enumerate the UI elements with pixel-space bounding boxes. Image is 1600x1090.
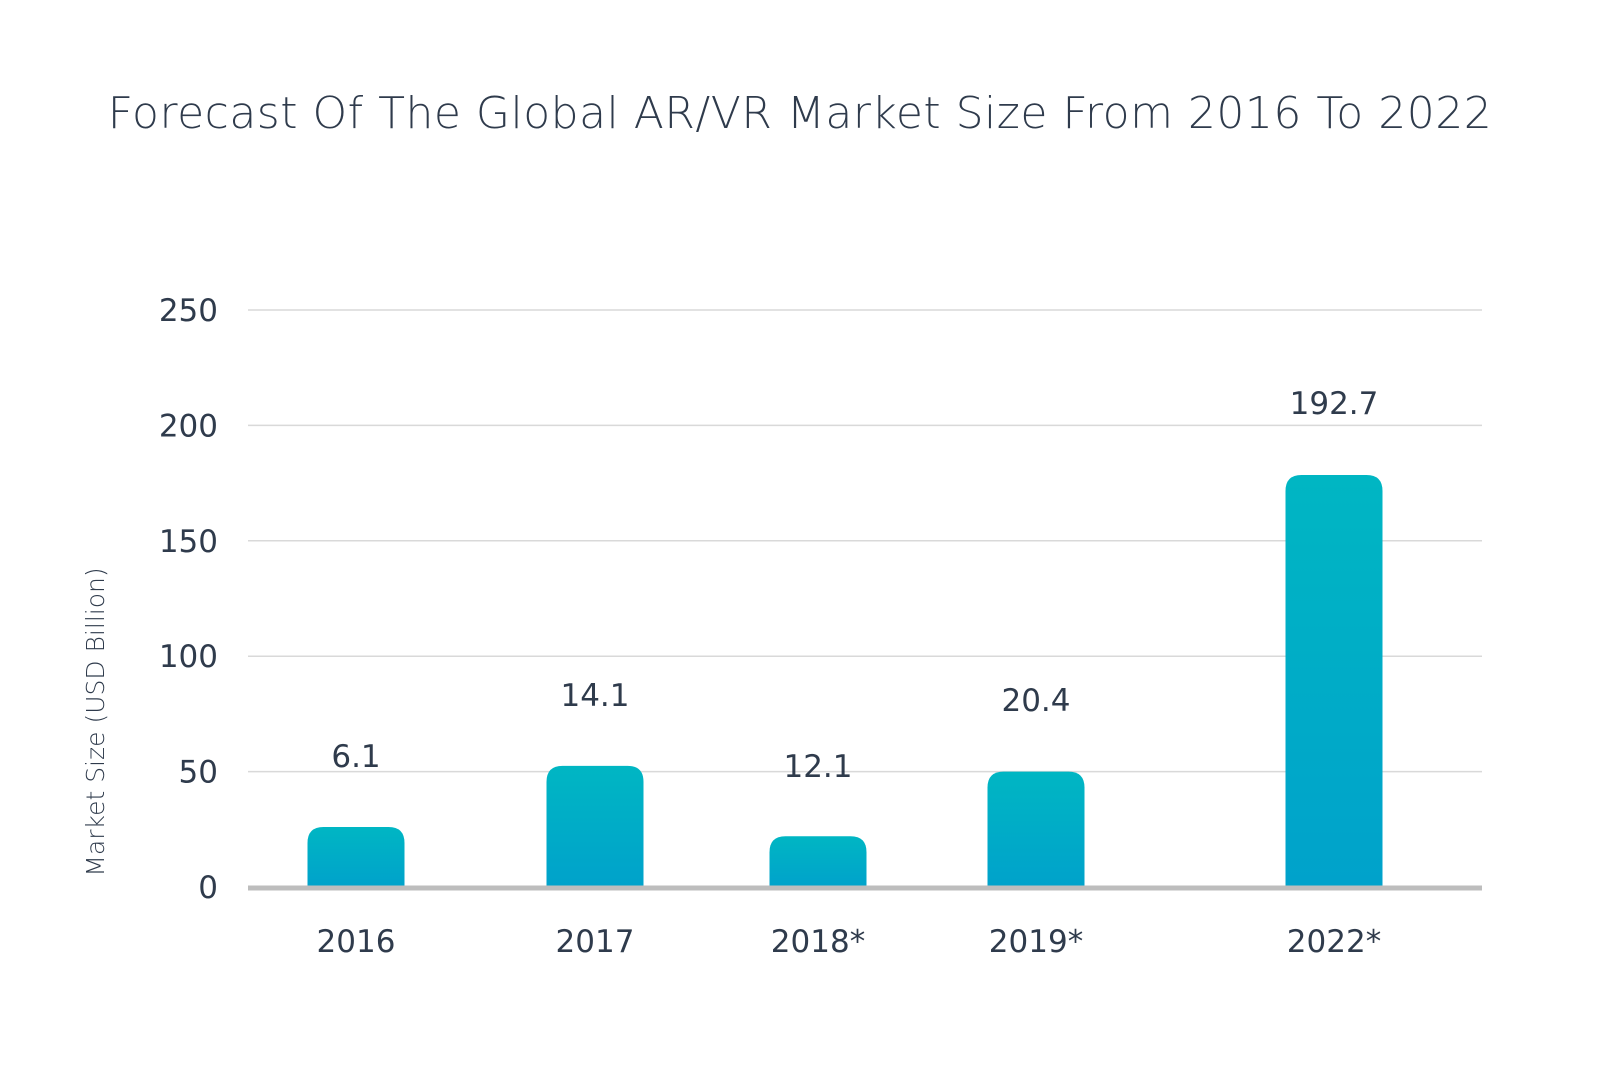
bar [1285,475,1383,887]
x-axis-ticks: 2016 2017 2018* 2019* 2022* [317,924,1382,960]
x-tick-label: 2017 [556,924,635,960]
x-tick-label: 2022* [1287,924,1381,960]
chart-title: Forecast Of The Global AR/VR Market Size… [107,88,1493,139]
data-label: 12.1 [783,749,852,785]
y-axis-label: Market Size (USD Billion) [81,567,110,876]
data-labels: 6.1 14.1 12.1 20.4 192.7 [331,386,1378,785]
data-label: 20.4 [1001,683,1070,719]
data-label: 6.1 [331,739,380,775]
x-tick-label: 2016 [317,924,396,960]
x-tick-label: 2019* [989,924,1083,960]
bar [546,765,644,887]
data-label: 192.7 [1290,386,1379,422]
bar [769,836,867,887]
x-tick-label: 2018* [771,924,865,960]
y-tick-label: 50 [179,755,218,791]
y-tick-label: 150 [159,524,218,560]
data-label: 14.1 [560,678,629,714]
y-axis-ticks: 0 50 100 150 200 250 [159,293,218,906]
bars [307,475,1383,887]
gridlines [248,309,1482,773]
bar [987,771,1085,887]
bar [307,826,405,887]
y-tick-label: 200 [159,408,218,444]
y-tick-label: 100 [159,639,218,675]
y-tick-label: 250 [159,293,218,329]
y-tick-label: 0 [198,870,218,906]
